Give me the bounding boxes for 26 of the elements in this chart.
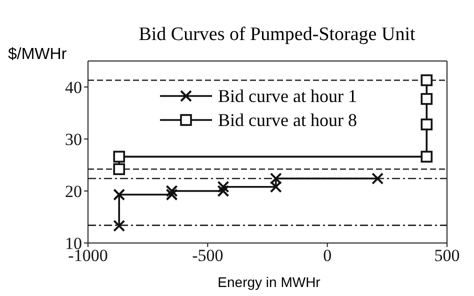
chart-title: Bid Curves of Pumped-Storage Unit [138,24,416,46]
point [217,180,230,193]
point [217,185,230,197]
point [113,150,126,163]
point [420,118,433,130]
legend-label: Bid curve at hour 8 [218,109,357,132]
point [270,172,282,185]
point [113,220,126,232]
y-tick-label: 40 [65,78,82,98]
point [420,74,433,86]
y-tick-label: 20 [65,182,82,202]
y-axis-title: $/MWHr [8,46,67,64]
legend-label: Bid curve at hour 1 [218,85,357,108]
point [166,188,178,201]
y-tick-label: 30 [65,130,82,150]
point [113,188,126,201]
point [420,93,433,105]
x-tick-label: 500 [434,246,460,266]
x-tick-label: -500 [192,246,224,266]
point [270,180,282,193]
x-tick-label: 0 [323,246,332,266]
x-axis-title: Energy in MWHr [216,274,322,290]
point [420,150,433,163]
point [372,172,384,185]
point [166,185,178,197]
point [113,163,126,176]
